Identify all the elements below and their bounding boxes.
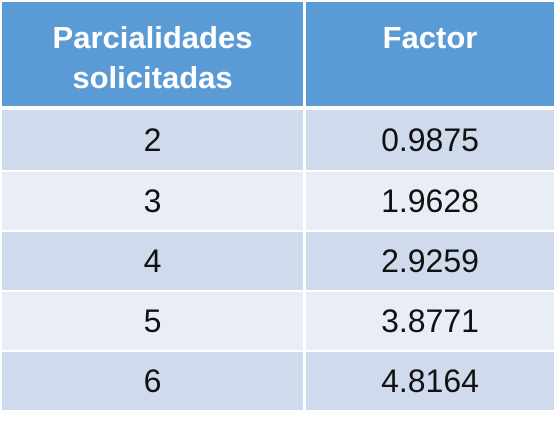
cell-factor: 0.9875 [305,110,554,170]
cell-parcialidades: 4 [2,230,305,290]
factor-table: Parcialidades solicitadas Factor 2 0.987… [2,2,554,410]
cell-factor: 1.9628 [305,170,554,230]
cell-parcialidades: 6 [2,350,305,410]
cell-parcialidades: 2 [2,110,305,170]
cell-factor: 2.9259 [305,230,554,290]
header-parcialidades: Parcialidades solicitadas [2,2,305,110]
cell-factor: 3.8771 [305,290,554,350]
cell-parcialidades: 5 [2,290,305,350]
header-factor: Factor [305,2,554,110]
cell-parcialidades: 3 [2,170,305,230]
cell-factor: 4.8164 [305,350,554,410]
